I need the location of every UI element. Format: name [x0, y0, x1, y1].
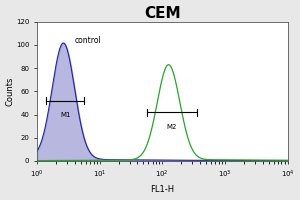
- Text: M1: M1: [60, 112, 70, 118]
- Text: control: control: [75, 36, 101, 45]
- Title: CEM: CEM: [144, 6, 181, 21]
- Text: M2: M2: [167, 124, 177, 130]
- X-axis label: FL1-H: FL1-H: [150, 185, 174, 194]
- Y-axis label: Counts: Counts: [6, 77, 15, 106]
